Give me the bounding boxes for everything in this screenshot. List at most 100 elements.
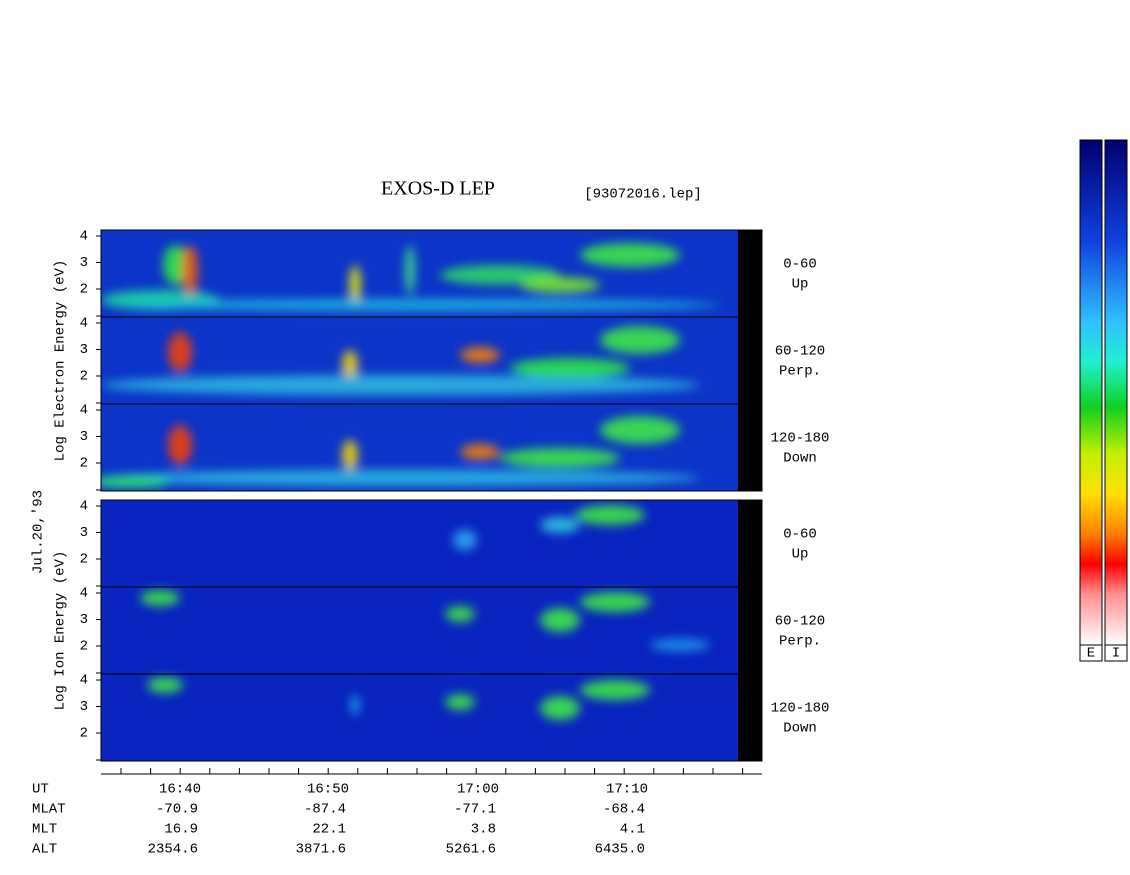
spectrogram-feature [460,347,500,363]
spectrogram-feature [580,680,650,700]
colorbar-label: I [1112,646,1120,662]
spectrogram-feature [168,332,192,372]
direction: Down [783,451,817,467]
spectrogram-feature [147,677,183,693]
pitch-angle: 0-60 [783,257,817,273]
row-label: ALT [32,842,57,858]
ephemeris-value: -68.4 [603,802,645,818]
spectrogram-feature [453,530,477,550]
time-tick-label: 17:00 [457,782,499,798]
spectrogram-features [101,243,720,488]
y-tick-label: 3 [80,612,88,628]
ephemeris-value: 3871.6 [296,842,346,858]
direction: Perp. [779,364,821,380]
spectrogram-feature [101,476,170,488]
spectrogram-feature [580,592,650,612]
y-tick-label: 2 [80,456,88,472]
y-axis-label: Log Electron Energy (eV) [53,260,69,462]
ephemeris-value: 6435.0 [595,842,645,858]
y-tick-label: 2 [80,369,88,385]
spectrogram-feature [540,517,580,533]
spectrogram-feature [349,265,361,305]
spectrogram-feature [342,350,358,380]
data-gap [738,500,762,761]
y-tick-label: 4 [80,316,88,332]
ephemeris-value: -87.4 [304,802,346,818]
panel-frame [100,403,763,492]
ephemeris-value: -70.9 [156,802,198,818]
spectrogram-feature [520,277,600,293]
direction: Up [792,547,809,563]
time-tick-label: 16:40 [159,782,201,798]
ephemeris-value: 16.9 [164,822,198,838]
title: EXOS-D LEP [381,178,495,200]
direction: Up [792,277,809,293]
spectrogram-feature [510,358,630,378]
file-name: [93072016.lep] [584,187,702,203]
y-tick-label: 3 [80,255,88,271]
y-tick-label: 4 [80,403,88,419]
ephemeris-value: 2354.6 [148,842,198,858]
y-axis-label: Log Ion Energy (eV) [53,551,69,711]
row-label: UT [32,782,49,798]
spectrogram-feature [540,608,580,632]
y-tick-label: 2 [80,726,88,742]
y-tick-label: 4 [80,673,88,689]
data-gap [738,230,762,491]
y-tick-label: 4 [80,229,88,245]
spectrogram-feature [140,590,180,606]
ephemeris-value: 3.8 [471,822,496,838]
y-tick-label: 4 [80,586,88,602]
spectrogram-feature [182,245,198,295]
colorbar-box [1104,644,1128,662]
y-tick-label: 3 [80,342,88,358]
spectrogram-feature [500,448,620,468]
y-tick-label: 2 [80,552,88,568]
spectrogram [101,500,738,761]
spectrogram-feature [540,696,580,720]
y-tick-label: 2 [80,282,88,298]
colorbar-i [1104,139,1128,646]
spectrogram-feature [168,425,192,465]
spectrogram [101,230,738,491]
y-tick-label: 3 [80,525,88,541]
spectrogram-feature [600,326,680,354]
panel-frame [100,673,763,762]
spectrogram-feature [101,375,700,395]
spectrogram-feature [600,416,680,444]
y-tick-label: 3 [80,699,88,715]
pitch-angle: 60-120 [775,614,825,630]
time-tick-label: 16:50 [307,782,349,798]
pitch-angle: 60-120 [775,344,825,360]
colorbar-e [1079,139,1103,646]
row-label: MLAT [32,802,66,818]
row-label: MLT [32,822,57,838]
spectrogram-feature [101,470,700,486]
date: Jul.20,'93 [31,490,47,574]
spectrogram-feature [120,299,720,311]
ephemeris-value: 5261.6 [446,842,496,858]
colorbar-label: E [1087,646,1095,662]
spectrogram-feature [575,505,645,525]
spectrogram-feature [650,639,710,651]
spectrogram-feature [445,606,475,622]
ephemeris-value: 22.1 [312,822,346,838]
spectrogram-features [140,505,710,720]
spectrogram-feature [405,245,415,295]
spectrogram-feature [342,440,358,470]
y-tick-label: 3 [80,429,88,445]
spectrogram-feature [163,245,187,285]
spectrogram-feature [460,444,500,460]
pitch-angle: 120-180 [771,431,830,447]
ephemeris-value: -77.1 [454,802,496,818]
spectrogram-feature [580,243,680,267]
pitch-angle: 0-60 [783,527,817,543]
y-tick-label: 2 [80,639,88,655]
ephemeris-value: 4.1 [620,822,645,838]
direction: Down [783,721,817,737]
direction: Perp. [779,634,821,650]
spectrogram-feature [445,694,475,710]
y-tick-label: 4 [80,499,88,515]
pitch-angle: 120-180 [771,701,830,717]
